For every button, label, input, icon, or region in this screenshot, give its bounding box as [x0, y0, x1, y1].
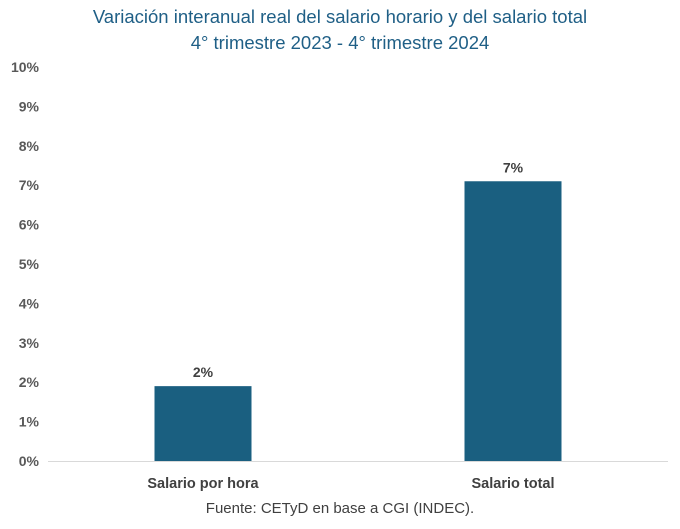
- data-label: 2%: [193, 364, 214, 380]
- y-tick-label: 0%: [19, 453, 40, 469]
- chart-title-block: Variación interanual real del salario ho…: [0, 4, 680, 56]
- y-tick-label: 4%: [19, 295, 40, 311]
- bar: [154, 386, 252, 461]
- data-label: 7%: [503, 159, 524, 175]
- x-category-label: Salario total: [472, 476, 555, 492]
- y-tick-label: 10%: [11, 59, 40, 75]
- y-tick-label: 8%: [19, 138, 40, 154]
- y-tick-label: 3%: [19, 335, 40, 351]
- y-tick-label: 9%: [19, 98, 40, 114]
- chart-subtitle: 4° trimestre 2023 - 4° trimestre 2024: [190, 32, 490, 53]
- y-tick-label: 5%: [19, 256, 40, 272]
- y-tick-label: 6%: [19, 217, 40, 233]
- y-tick-label: 7%: [19, 177, 40, 193]
- bar: [464, 181, 562, 461]
- chart-title: Variación interanual real del salario ho…: [92, 6, 588, 27]
- y-tick-label: 2%: [19, 374, 40, 390]
- x-category-label: Salario por hora: [147, 476, 259, 492]
- y-tick-label: 1%: [19, 414, 40, 430]
- source-note: Fuente: CETyD en base a CGI (INDEC).: [205, 500, 475, 517]
